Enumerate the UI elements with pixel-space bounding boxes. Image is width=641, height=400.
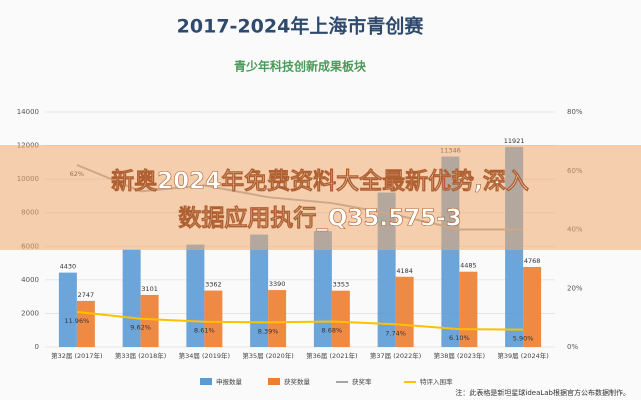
line-series [76,310,524,331]
data-label: 11.96% [64,317,89,325]
data-label: 6.10% [449,334,470,342]
data-label: 4485 [460,262,477,270]
legend-label: 获奖率 [352,377,372,386]
banner-band [0,145,641,250]
data-label: 9.62% [130,324,151,332]
data-label: 11921 [504,137,525,145]
x-tick-label: 第36届 (2021年) [306,351,357,360]
bar [313,231,332,347]
banner: 新奥2024年免费资料大全最新优势,深入 数据应用执行_Q35.575-3 [0,145,641,250]
data-label: 4768 [524,257,541,265]
data-label: 8.68% [322,327,343,335]
x-tick-label: 第33届 (2018年) [115,351,166,360]
chart-subtitle: 青少年科技创新成果板块 [234,59,367,74]
legend-label: 特评入围率 [420,377,453,386]
chart-title: 2017-2024年上海市青创赛 [177,15,425,38]
y-tick-label: 4000 [21,276,39,284]
legend-swatch [268,378,280,385]
legend: 申报数量 获奖数量 获奖率 特评入围率 [200,377,453,386]
note: 注：此表格是新坦星球ideaLab根据官方公布数据制作。 [455,388,630,397]
legend-swatch [200,378,212,385]
data-label: 7.74% [385,329,406,337]
banner-text: 数据应用执行_Q35.575-3 [178,205,461,232]
x-tick-label: 第35届 (2020年) [242,351,293,360]
bar [204,290,223,347]
y2-tick-label: 0% [567,343,578,351]
legend-label: 获奖数量 [284,377,311,386]
data-label: 3353 [333,281,350,289]
y2-tick-label: 80% [567,108,583,116]
y2-tick-label: 20% [567,284,583,292]
y-tick-label: 0 [35,343,39,351]
banner-text: 新奥2024年免费资料大全最新优势,深入 [111,168,529,195]
bar [58,272,77,347]
x-tick-label: 第37届 (2022年) [370,351,421,360]
bar [395,276,414,347]
x-tick-label: 第34届 (2019年) [179,351,230,360]
x-tick-label: 第32届 (2017年) [51,351,102,360]
data-label: 8.39% [258,327,279,335]
x-tick-label: 第38届 (2023年) [434,351,485,360]
data-label: 5.90% [513,335,534,343]
bar [268,290,287,347]
bar [523,266,542,347]
data-label: 3390 [269,280,286,288]
x-tick-label: 第39届 (2024年) [497,351,548,360]
data-label: 3362 [205,281,222,289]
data-label: 2747 [78,291,95,299]
y-tick-label: 14000 [17,108,39,116]
bar [250,234,269,347]
bar [140,294,159,347]
bar [331,290,350,347]
bar [122,249,141,347]
data-label: 4430 [60,263,77,271]
data-label: 8.61% [194,327,215,335]
y-tick-label: 2000 [21,309,39,317]
legend-label: 申报数量 [216,377,243,386]
data-label: 4184 [396,267,413,275]
data-label: 3101 [141,285,158,293]
